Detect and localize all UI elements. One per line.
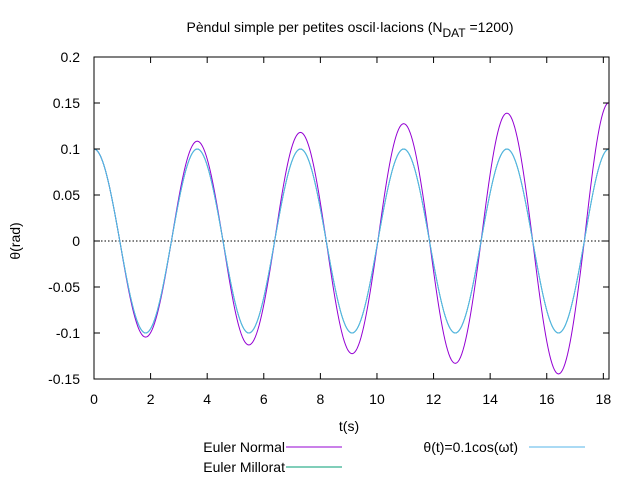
chart-title-main: Pèndul simple per petites oscil·lacions …: [187, 19, 443, 35]
plot-border: [93, 56, 610, 380]
y-tick-label: 0.05: [53, 187, 80, 203]
chart-title-tail: =1200): [466, 19, 514, 35]
chart-title-subscript: DAT: [443, 26, 467, 40]
legend-label-0: Euler Normal: [203, 439, 285, 455]
y-axis-label: θ(rad): [7, 222, 23, 259]
x-tick-label: 18: [596, 391, 612, 407]
x-tick-label: 8: [316, 391, 324, 407]
y-tick-label: 0.15: [53, 95, 80, 111]
x-tick-label: 10: [369, 391, 385, 407]
y-tick-label: 0: [72, 233, 80, 249]
chart-title: Pèndul simple per petites oscil·lacions …: [187, 19, 514, 40]
y-tick-label: -0.05: [48, 279, 80, 295]
y-tick-label: -0.1: [56, 325, 80, 341]
y-tick-label: 0.1: [61, 141, 81, 157]
x-tick-label: 2: [147, 391, 155, 407]
series-line-0: [93, 102, 610, 375]
x-tick-label: 6: [260, 391, 268, 407]
legend-label-1: Euler Millorat: [203, 459, 285, 475]
legend: Euler Normal Euler Millorat θ(t)=0.1cos(ωt…: [203, 439, 585, 475]
x-tick-label: 14: [482, 391, 498, 407]
x-tick-label: 0: [90, 391, 98, 407]
ticks-layer: 0 2 4 6 8 10 12 14 16 18 -0.15 -0.1 -0.05 0 0.05 0.1 0.1…: [48, 49, 611, 407]
y-tick-label: 0.2: [61, 49, 81, 65]
y-tick-label: -0.15: [48, 371, 80, 387]
x-tick-label: 4: [203, 391, 211, 407]
legend-label-2: θ(t)=0.1cos(ωt): [423, 439, 518, 455]
series-line-2: [93, 148, 610, 334]
x-axis-label: t(s): [339, 418, 359, 434]
series-layer: [93, 102, 610, 375]
plot-area: [93, 56, 610, 380]
x-tick-label: 16: [539, 391, 555, 407]
x-tick-label: 12: [426, 391, 442, 407]
